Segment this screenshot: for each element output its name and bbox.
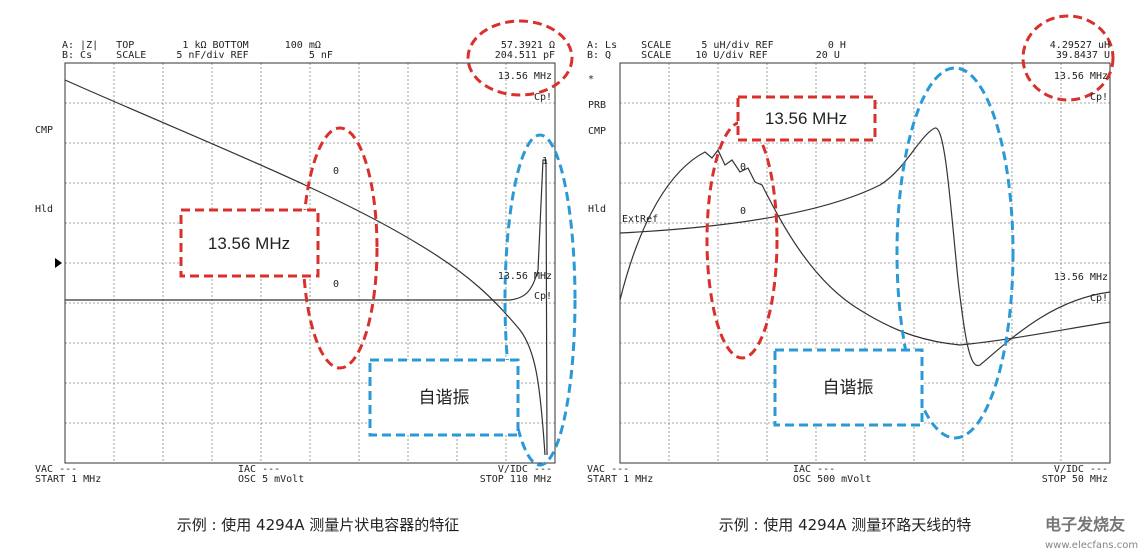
side-label: ExtRef: [622, 214, 658, 225]
marker-label: Cp!: [534, 92, 552, 103]
pointer: [55, 258, 62, 268]
side-label: *: [588, 74, 594, 85]
marker-label: 13.56 MHz: [498, 71, 552, 82]
callout: 自谐振: [419, 388, 470, 407]
readout: 57.3921 Ω: [501, 40, 555, 51]
trace-cs: [65, 159, 548, 456]
marker-point: 0: [333, 279, 339, 290]
marker-point: 0: [740, 206, 746, 217]
highlight: [1021, 14, 1115, 102]
highlight: [895, 66, 1015, 440]
marker-label: 13.56 MHz: [1054, 71, 1108, 82]
watermark: 电子发烧友: [1045, 515, 1126, 534]
side-label: Hld: [588, 204, 606, 215]
header: A: Ls SCALE 5 uH/div REF 0 H: [587, 40, 846, 51]
footer: START 1 MHz: [587, 474, 653, 485]
callout: 13.56 MHz: [765, 109, 847, 128]
callout-box: [736, 95, 877, 142]
footer: STOP 110 MHz: [480, 474, 552, 485]
footer: V/IDC ---: [498, 464, 552, 475]
marker-point: 0: [740, 162, 746, 173]
header: B: Q SCALE 10 U/div REF 20 U: [587, 50, 840, 61]
watermark: www.elecfans.com: [1045, 540, 1138, 551]
marker-point: 0: [333, 166, 339, 177]
readout: 4.29527 uH: [1050, 40, 1110, 51]
caption: 示例 : 使用 4294A 测量环路天线的特: [719, 516, 972, 534]
footer: OSC 5 mVolt: [238, 474, 304, 485]
screen-frame: [64, 62, 556, 464]
callout-box: [179, 208, 320, 278]
marker-label: Cp!: [1090, 92, 1108, 103]
readout: 39.8437 U: [1056, 50, 1110, 61]
side-label: PRB: [588, 100, 606, 111]
footer: VAC ---: [587, 464, 629, 475]
grid: [620, 63, 1110, 463]
callout-box: [773, 348, 924, 427]
trace-z: [64, 79, 546, 456]
header: B: Cs SCALE 5 nF/div REF 5 nF: [62, 50, 333, 61]
trace-ls: [619, 127, 1111, 367]
footer: IAC ---: [238, 464, 280, 475]
header: A: |Z| TOP 1 kΩ BOTTOM 100 mΩ: [62, 40, 321, 51]
callout: 自谐振: [823, 378, 874, 397]
callout: 13.56 MHz: [208, 234, 290, 253]
trace-q: [619, 148, 1111, 346]
side-label: Hld: [35, 204, 53, 215]
readout: 204.511 pF: [495, 50, 555, 61]
side-label: CMP: [588, 126, 606, 137]
caption: 示例 : 使用 4294A 测量片状电容器的特征: [177, 516, 460, 534]
marker-point: 1: [542, 156, 548, 167]
footer: STOP 50 MHz: [1042, 474, 1108, 485]
footer: IAC ---: [793, 464, 835, 475]
marker-label: Cp!: [534, 291, 552, 302]
footer: OSC 500 mVolt: [793, 474, 871, 485]
highlight: [705, 120, 779, 360]
marker-label: 13.56 MHz: [498, 271, 552, 282]
highlight: [503, 133, 577, 467]
highlight: [466, 19, 574, 97]
side-label: CMP: [35, 125, 53, 136]
footer: VAC ---: [35, 464, 77, 475]
screen-frame: [619, 62, 1111, 464]
footer: START 1 MHz: [35, 474, 101, 485]
highlight: [301, 126, 379, 370]
footer: V/IDC ---: [1054, 464, 1108, 475]
marker-label: Cp!: [1090, 293, 1108, 304]
callout-box: [368, 358, 520, 437]
marker-label: 13.56 MHz: [1054, 272, 1108, 283]
